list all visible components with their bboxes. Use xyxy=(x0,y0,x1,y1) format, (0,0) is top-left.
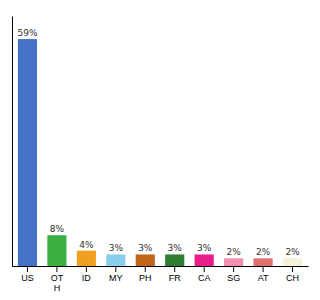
bar xyxy=(254,258,273,266)
x-tick: CH xyxy=(286,266,299,283)
x-tick-label-line: FR xyxy=(169,273,181,283)
bar xyxy=(136,254,155,266)
x-tick: OTH xyxy=(51,266,64,293)
bar xyxy=(224,258,243,266)
chart: 59% 8% 4% 3% 3% 3% 3% 2% 2% 2% US OTH ID MY PH FR CA SG AT… xyxy=(0,0,320,300)
data-label: 2% xyxy=(226,247,241,257)
data-label: 3% xyxy=(168,243,183,253)
x-tick-label: MY xyxy=(109,273,123,283)
x-tick-label: CH xyxy=(286,273,299,283)
x-tick-label-line: PH xyxy=(139,273,152,283)
x-tick-label-line: MY xyxy=(109,273,123,283)
bar xyxy=(47,235,66,266)
x-tick-mark xyxy=(115,266,116,272)
x-tick-label-line: CH xyxy=(286,273,299,283)
bar xyxy=(165,254,184,266)
x-tick-mark xyxy=(27,266,28,272)
data-label: 2% xyxy=(256,247,271,257)
x-tick-label: CA xyxy=(198,273,211,283)
bars xyxy=(18,39,302,266)
x-tick-mark xyxy=(86,266,87,272)
data-label: 4% xyxy=(79,240,94,250)
x-tick-mark xyxy=(263,266,264,272)
x-tick-mark xyxy=(204,266,205,272)
x-tick-label: ID xyxy=(82,273,92,283)
x-tick: ID xyxy=(82,266,92,283)
x-tick-label-line: US xyxy=(21,273,34,283)
plot: 59% 8% 4% 3% 3% 3% 3% 2% 2% 2% US OTH ID MY PH FR CA SG AT… xyxy=(13,17,309,293)
x-tick: MY xyxy=(109,266,123,283)
bar xyxy=(195,254,214,266)
x-tick-label-line: SG xyxy=(227,273,240,283)
data-labels: 59% 8% 4% 3% 3% 3% 3% 2% 2% 2% xyxy=(17,28,300,257)
bar xyxy=(18,39,37,266)
data-label: 59% xyxy=(17,28,37,38)
x-tick-label-line: H xyxy=(54,283,61,293)
x-tick: FR xyxy=(169,266,181,283)
x-tick-label: PH xyxy=(139,273,152,283)
x-tick-label: FR xyxy=(169,273,181,283)
data-label: 2% xyxy=(285,247,300,257)
x-tick-mark xyxy=(174,266,175,272)
x-axis: US OTH ID MY PH FR CA SG AT CH xyxy=(13,266,309,293)
bar xyxy=(283,258,302,266)
x-tick: CA xyxy=(198,266,211,283)
x-tick-label: US xyxy=(21,273,34,283)
x-tick-label: AT xyxy=(258,273,269,283)
x-tick-mark xyxy=(56,266,57,272)
x-tick-label: OTH xyxy=(51,273,64,292)
x-tick-mark xyxy=(233,266,234,272)
x-tick-label-line: ID xyxy=(82,273,92,283)
bar xyxy=(77,251,96,266)
x-tick: AT xyxy=(258,266,269,283)
y-axis-line xyxy=(12,17,13,267)
x-tick-mark xyxy=(292,266,293,272)
bar xyxy=(106,254,125,266)
data-label: 8% xyxy=(50,224,65,234)
data-label: 3% xyxy=(197,243,212,253)
data-label: 3% xyxy=(138,243,153,253)
x-tick-label-line: AT xyxy=(258,273,269,283)
x-tick-mark xyxy=(145,266,146,272)
x-tick-label: SG xyxy=(227,273,240,283)
x-tick: SG xyxy=(227,266,240,283)
data-label: 3% xyxy=(109,243,124,253)
x-tick-label-line: CA xyxy=(198,273,211,283)
y-axis xyxy=(12,17,13,267)
x-tick: PH xyxy=(139,266,152,283)
x-tick: US xyxy=(21,266,34,283)
